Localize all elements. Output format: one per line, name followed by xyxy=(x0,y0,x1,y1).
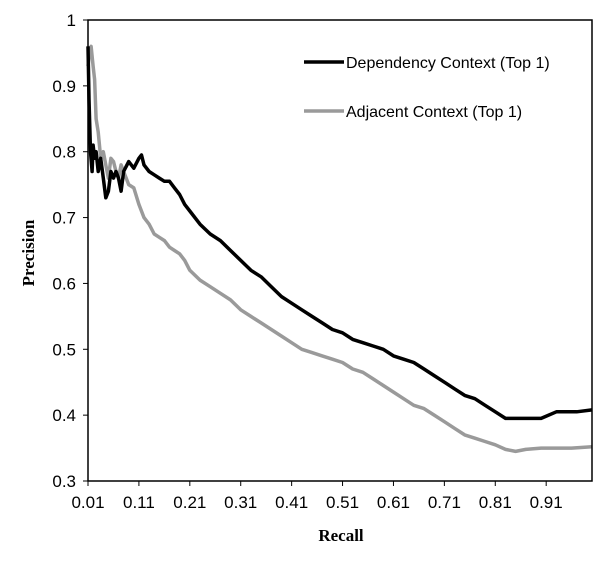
y-axis-ticks: 0.3 0.4 0.5 0.6 0.7 0.8 0.9 1 xyxy=(52,11,88,491)
y-tick-label: 0.7 xyxy=(52,209,76,228)
x-tick-label: 0.61 xyxy=(377,493,410,512)
x-tick-label: 0.31 xyxy=(224,493,257,512)
y-tick-label: 0.9 xyxy=(52,77,76,96)
x-tick-label: 0.91 xyxy=(530,493,563,512)
x-axis-ticks: 0.01 0.11 0.21 0.31 0.41 0.51 0.61 0.71 0.81 0.91 xyxy=(71,481,563,512)
series-line-dependency xyxy=(86,46,593,421)
x-tick-label: 0.11 xyxy=(123,493,155,512)
legend: Dependency Context (Top 1) Adjacent Cont… xyxy=(304,55,550,121)
x-axis-title: Recall xyxy=(318,526,364,545)
x-tick-label: 0.41 xyxy=(275,493,308,512)
y-tick-label: 0.4 xyxy=(52,406,76,425)
x-tick-label: 0.51 xyxy=(326,493,359,512)
legend-label-adjacent: Adjacent Context (Top 1) xyxy=(346,104,522,121)
x-tick-label: 0.01 xyxy=(71,493,104,512)
x-tick-label: 0.21 xyxy=(173,493,206,512)
series-layer xyxy=(86,44,593,454)
y-axis-title: Precision xyxy=(19,219,38,286)
plot-area-frame xyxy=(87,19,593,482)
x-tick-label: 0.81 xyxy=(479,493,512,512)
series-line-adjacent xyxy=(86,44,593,454)
y-tick-label: 0.6 xyxy=(52,274,76,293)
y-tick-label: 0.5 xyxy=(52,340,76,359)
x-tick-label: 0.71 xyxy=(428,493,461,512)
y-tick-label: 1 xyxy=(67,11,76,30)
y-tick-label: 0.8 xyxy=(52,143,76,162)
legend-label-dependency: Dependency Context (Top 1) xyxy=(346,55,550,72)
y-tick-label: 0.3 xyxy=(52,472,76,491)
